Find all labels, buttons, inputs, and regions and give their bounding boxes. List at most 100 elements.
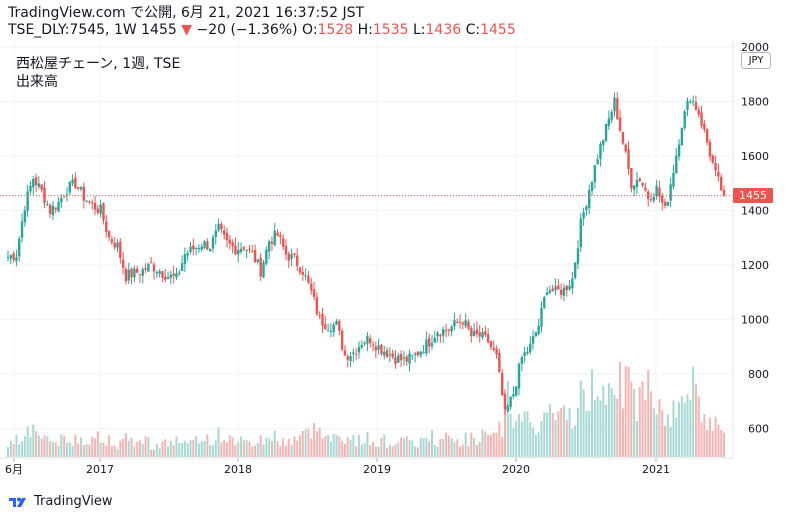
candle-body: [610, 111, 613, 120]
volume-bar: [467, 446, 470, 457]
volume-bar: [470, 432, 473, 457]
volume-bar: [329, 441, 332, 457]
volume-bar: [51, 442, 54, 457]
volume-bar: [211, 445, 214, 457]
candle-body: [338, 321, 341, 331]
candle-body: [588, 190, 591, 208]
price-tick-label: 600: [748, 423, 769, 436]
candle-body: [380, 344, 383, 354]
candle-body: [265, 249, 268, 264]
volume-bar: [119, 440, 122, 457]
volume-bar: [509, 414, 512, 457]
volume-bar: [540, 421, 543, 457]
volume-bar: [686, 394, 689, 457]
chart-grid: [0, 40, 733, 458]
candle-body: [391, 353, 394, 358]
volume-bar: [136, 441, 139, 457]
candle-body: [683, 111, 686, 128]
volume-bar: [602, 386, 605, 457]
candle-body: [621, 131, 625, 144]
volume-bar: [678, 402, 681, 457]
candle-body: [354, 354, 358, 356]
volume-bar: [683, 402, 686, 457]
volume-bar: [450, 438, 453, 457]
volume-bar: [96, 431, 99, 457]
time-axis[interactable]: 6月 2017 2018 2019 2020 2021: [5, 458, 670, 476]
candle-body: [15, 257, 18, 262]
volume-bar: [167, 446, 170, 457]
candle-body: [472, 331, 476, 336]
volume-bar: [153, 449, 156, 457]
candle-body: [700, 112, 703, 126]
candle-body: [478, 332, 481, 337]
volume-bar: [357, 435, 360, 457]
candle-body: [107, 231, 111, 238]
volume-bar: [256, 442, 259, 457]
volume-bar: [15, 434, 18, 457]
candle-body: [65, 194, 69, 196]
candle-body: [630, 168, 633, 189]
volume-bar: [21, 441, 24, 457]
price-axis[interactable]: 600 800 1000 1200 1400 1600 1800 2000: [741, 41, 769, 436]
volume-bar: [99, 442, 102, 457]
candle-body: [340, 330, 344, 350]
candle-body: [203, 241, 206, 248]
volume-bar: [700, 422, 703, 457]
candle-body: [40, 184, 43, 190]
candle-body: [481, 332, 484, 338]
volume-bar: [473, 437, 476, 457]
candle-body: [705, 129, 709, 143]
volume-bar: [231, 437, 234, 457]
volume-bar: [228, 435, 231, 457]
volume-bar: [501, 437, 504, 457]
volume-bar: [338, 436, 341, 457]
candle-body: [529, 343, 532, 353]
candle-body: [624, 144, 627, 152]
candle-body: [251, 250, 254, 252]
candle-body: [388, 354, 392, 356]
candle-body: [453, 320, 456, 327]
candle-body: [88, 201, 91, 203]
volume-bar: [571, 428, 574, 457]
volume-bar: [209, 444, 212, 457]
candle-body: [121, 259, 125, 268]
volume-bar: [489, 434, 492, 457]
volume-bar: [672, 400, 675, 457]
volume-bar: [54, 442, 57, 457]
volume-bar: [164, 439, 167, 457]
candle-body: [296, 255, 299, 267]
candle-body: [658, 187, 661, 197]
high-value: 1535: [372, 22, 409, 38]
volume-bar: [411, 440, 414, 457]
price-chart[interactable]: 600 800 1000 1200 1400 1600 1800 2000 6月 2017 201…: [0, 40, 786, 485]
volume-bar: [652, 408, 655, 457]
volume-bar: [234, 444, 237, 457]
candle-body: [130, 268, 133, 278]
candle-body: [708, 141, 712, 157]
candle-body: [717, 171, 720, 177]
volume-bar: [88, 444, 91, 457]
volume-bar: [551, 413, 554, 457]
candle-body: [461, 322, 465, 325]
candle-body: [458, 321, 462, 323]
footer-brand[interactable]: TradingView: [8, 494, 113, 509]
candle-body: [287, 253, 290, 261]
volume-bar: [273, 430, 276, 457]
candle-body: [425, 339, 428, 354]
candle-body: [293, 253, 296, 255]
candle-body: [523, 352, 526, 357]
candle-body: [206, 241, 209, 250]
volume-bar: [122, 438, 125, 457]
currency-badge[interactable]: JPY: [741, 52, 771, 69]
candle-body: [23, 210, 27, 223]
volume-bar: [492, 432, 495, 457]
volume-bar: [71, 445, 74, 457]
close-label: C:: [465, 22, 481, 38]
price-tick-label: 1600: [741, 150, 769, 163]
candle-body: [442, 329, 445, 336]
volume-bar: [439, 438, 442, 457]
volume-bar: [692, 366, 695, 457]
candle-body: [138, 273, 142, 275]
volume-bar: [616, 398, 619, 457]
volume-bar: [248, 441, 251, 457]
